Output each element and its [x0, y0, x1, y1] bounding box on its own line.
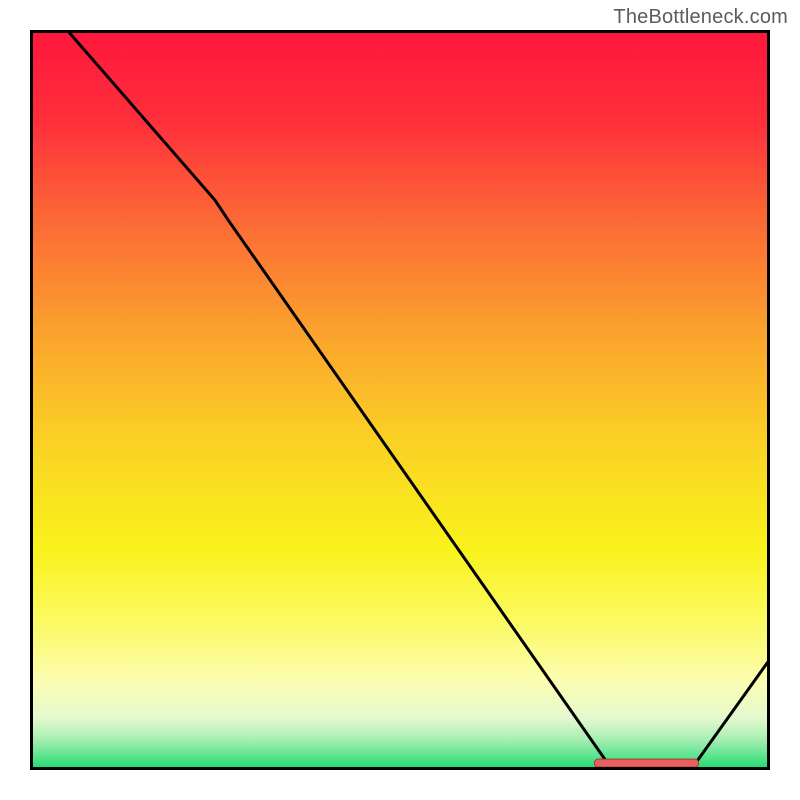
figure-canvas: TheBottleneck.com — [0, 0, 800, 800]
optimal-range-marker — [594, 759, 698, 768]
bottleneck-curve — [30, 30, 770, 770]
plot-area — [30, 30, 770, 770]
attribution-text: TheBottleneck.com — [613, 6, 788, 29]
